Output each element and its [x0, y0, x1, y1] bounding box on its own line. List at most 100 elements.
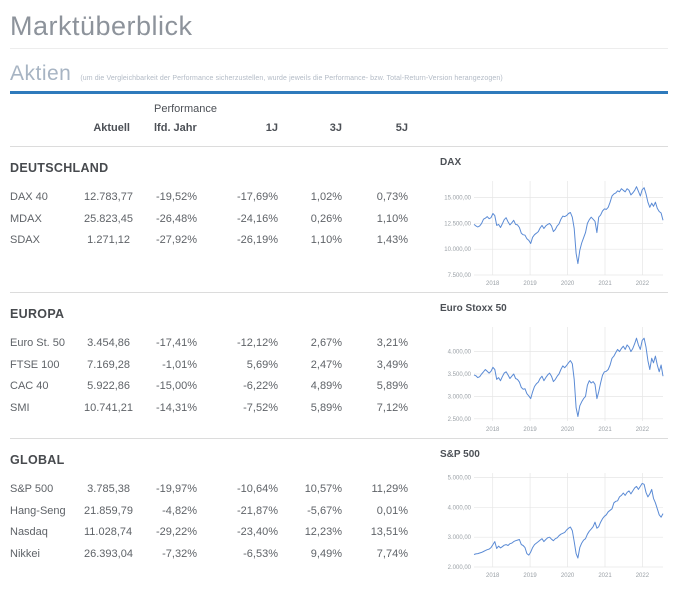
accent-rule [10, 91, 668, 94]
table-row: DAX 40 12.783,77 -19,52% -17,69% 1,02% 0,73% [10, 187, 430, 209]
svg-text:2.500,00: 2.500,00 [448, 417, 472, 423]
svg-text:2021: 2021 [598, 427, 612, 433]
cell-name: FTSE 100 [10, 358, 60, 371]
section-table-global: GLOBAL S&P 500 3.785,38 -19,97% -10,64% 10,57… [10, 447, 430, 580]
cell-y1: 5,69% [246, 358, 278, 371]
cell-name: Nikkei [10, 547, 40, 560]
table-row: SDAX 1.271,12 -27,92% -26,19% 1,10% 1,43% [10, 230, 430, 252]
chart-block-deutschland: DAX 2018 2019 2020 2021 2022 7.500,00 10.000,00… [440, 155, 668, 288]
svg-text:3.000,00: 3.000,00 [448, 394, 472, 400]
svg-text:4.000,00: 4.000,00 [448, 505, 472, 511]
cell-y1: -24,16% [237, 212, 278, 225]
column-header-ytd: Performance lfd. Jahr [130, 103, 217, 134]
svg-text:2022: 2022 [636, 427, 650, 433]
svg-text:2020: 2020 [561, 281, 575, 287]
cell-y5: 13,51% [370, 526, 408, 538]
cell-name: DAX 40 [10, 191, 48, 203]
cell-y5: 7,12% [376, 401, 408, 414]
cell-y5: 0,73% [376, 191, 408, 203]
section-divider [10, 292, 668, 293]
line-chart-global: 2018 2019 2020 2021 2022 2.000,00 3.000,00 4.00… [448, 473, 664, 579]
cell-ytd: -19,52% [156, 191, 197, 203]
section-table-deutschland: DEUTSCHLAND DAX 40 12.783,77 -19,52% -17,69%… [10, 155, 430, 288]
cell-y1: -17,69% [237, 191, 278, 203]
cell-y3: 1,02% [310, 191, 342, 203]
column-header-1j: 1J [265, 122, 278, 134]
svg-text:2020: 2020 [561, 427, 575, 433]
svg-text:2021: 2021 [598, 281, 612, 287]
cell-aktuell: 3.454,86 [87, 337, 130, 349]
cell-name: SDAX [10, 234, 40, 246]
svg-text:2021: 2021 [598, 573, 612, 579]
cell-y3: 4,89% [310, 380, 342, 392]
section-title: GLOBAL [10, 453, 65, 467]
aktien-header: Aktien (um die Vergleichbarkeit der Perf… [10, 62, 668, 86]
table-row: MDAX 25.823,45 -26,48% -24,16% 0,26% 1,10% [10, 209, 430, 231]
table-row: Nikkei 26.393,04 -7,32% -6,53% 9,49% 7,74% [10, 544, 430, 566]
cell-name: MDAX [10, 212, 42, 225]
column-header-5j: 5J [395, 122, 408, 134]
chart-block-global: S&P 500 2018 2019 2020 2021 2022 2.000,00 3.000… [440, 447, 668, 580]
cell-y1: -10,64% [237, 483, 278, 495]
cell-y3: 2,67% [310, 337, 342, 349]
svg-text:5.000,00: 5.000,00 [448, 476, 472, 482]
line-chart-europa: 2018 2019 2020 2021 2022 2.500,00 3.000,00 3.50… [448, 327, 664, 433]
cell-y1: -26,19% [237, 234, 278, 246]
table-row: Hang-Seng 21.859,79 -4,82% -21,87% -5,67% 0,0… [10, 501, 430, 523]
cell-y5: 11,29% [371, 483, 409, 495]
svg-text:2019: 2019 [523, 573, 537, 579]
column-header-aktuell: Aktuell [93, 122, 130, 134]
cell-y3: 10,57% [304, 483, 342, 495]
cell-aktuell: 26.393,04 [84, 547, 133, 560]
table-row: Euro St. 50 3.454,86 -17,41% -12,12% 2,67% 3,… [10, 333, 430, 355]
cell-y1: -23,40% [237, 526, 278, 538]
section-title: EUROPA [10, 307, 65, 321]
page-title: Marktüberblick [10, 11, 193, 41]
section-divider [10, 146, 668, 147]
svg-text:3.500,00: 3.500,00 [448, 372, 472, 378]
cell-y1: -7,52% [243, 401, 278, 414]
market-section-global: GLOBAL S&P 500 3.785,38 -19,97% -10,64% 10,57… [10, 439, 668, 584]
svg-text:2018: 2018 [486, 281, 500, 287]
table-row: FTSE 100 7.169,28 -1,01% 5,69% 2,47% 3,49% [10, 355, 430, 377]
cell-y5: 1,10% [376, 212, 408, 225]
svg-text:2019: 2019 [523, 427, 537, 433]
cell-aktuell: 12.783,77 [84, 191, 133, 203]
cell-name: SMI [10, 401, 30, 414]
section-table-europa: EUROPA Euro St. 50 3.454,86 -17,41% -12,12% 2… [10, 301, 430, 434]
section-divider [10, 438, 668, 439]
cell-ytd: -27,92% [156, 234, 197, 246]
cell-name: CAC 40 [10, 380, 49, 392]
aktien-heading: Aktien [10, 62, 72, 85]
cell-y3: -5,67% [307, 504, 342, 517]
cell-aktuell: 10.741,21 [84, 401, 133, 414]
cell-y1: -12,12% [237, 337, 278, 349]
cell-ytd: -7,32% [162, 547, 197, 560]
cell-y3: 1,10% [310, 234, 342, 246]
svg-text:2018: 2018 [486, 573, 500, 579]
table-row: S&P 500 3.785,38 -19,97% -10,64% 10,57% 11,29… [10, 479, 430, 501]
cell-aktuell: 11.028,74 [84, 526, 133, 538]
line-chart-deutschland: 2018 2019 2020 2021 2022 7.500,00 10.000,00 12.… [444, 181, 664, 287]
cell-aktuell: 5.922,86 [87, 380, 130, 392]
column-header-ytd-label: lfd. Jahr [154, 122, 197, 134]
cell-ytd: -29,22% [156, 526, 197, 538]
cell-name: Nasdaq [10, 526, 48, 538]
cell-y1: -6,53% [243, 547, 278, 560]
svg-text:2.000,00: 2.000,00 [448, 565, 472, 571]
svg-text:12.500,00: 12.500,00 [444, 221, 471, 227]
cell-aktuell: 1.271,12 [87, 234, 130, 246]
svg-text:4.000,00: 4.000,00 [448, 350, 472, 356]
cell-y3: 0,26% [310, 212, 342, 225]
svg-text:2022: 2022 [636, 573, 650, 579]
cell-aktuell: 25.823,45 [84, 212, 133, 225]
cell-y5: 5,89% [376, 380, 408, 392]
svg-text:2022: 2022 [636, 281, 650, 287]
cell-y5: 0,01% [376, 504, 408, 517]
cell-ytd: -19,97% [156, 483, 197, 495]
cell-y5: 3,21% [376, 337, 408, 349]
table-row: SMI 10.741,21 -14,31% -7,52% 5,89% 7,12% [10, 398, 430, 420]
cell-ytd: -17,41% [156, 337, 197, 349]
table-header: Aktuell Performance lfd. Jahr 1J 3J 5J [10, 94, 668, 146]
